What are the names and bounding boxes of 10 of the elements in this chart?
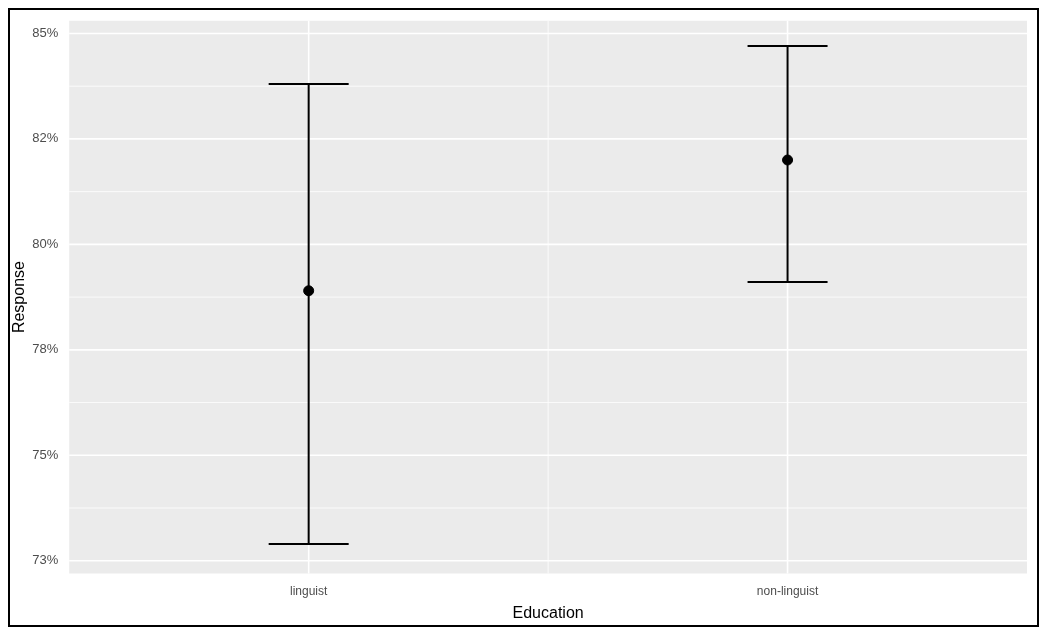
y-axis-title: Response — [10, 260, 28, 334]
y-tick-label: 82% — [32, 130, 59, 146]
y-tick-label: 85% — [32, 25, 59, 41]
x-tick-label: linguist — [289, 583, 328, 598]
y-tick-label: 73% — [32, 552, 59, 568]
y-tick-label: 75% — [32, 446, 59, 462]
x-axis-title: Education — [512, 603, 584, 621]
y-tick-label: 80% — [32, 235, 59, 251]
x-tick-label: non-linguist — [756, 583, 819, 598]
y-tick-label: 78% — [32, 341, 59, 357]
